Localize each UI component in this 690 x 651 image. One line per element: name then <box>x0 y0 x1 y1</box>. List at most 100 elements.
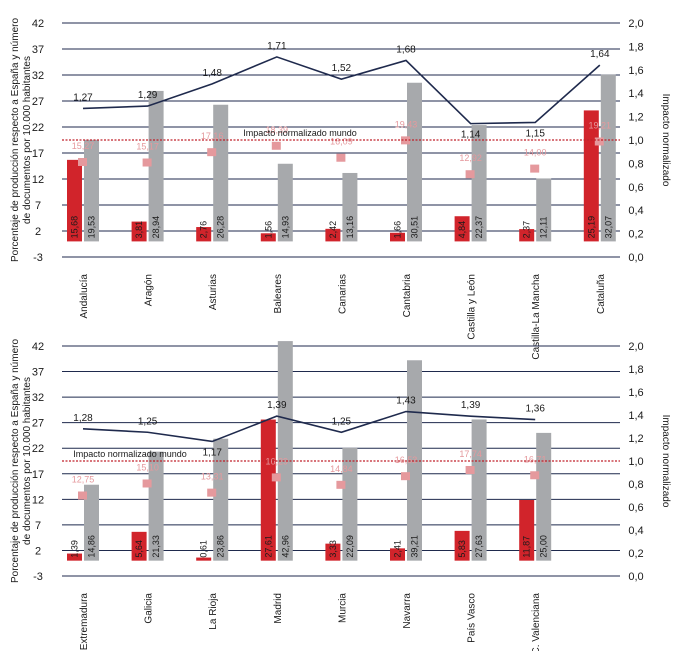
impact-marker <box>594 137 604 146</box>
impact-line-label: 1,64 <box>590 49 610 60</box>
impact-marker-label: 16,53 <box>395 455 418 465</box>
y-tick-label: 42 <box>32 341 44 353</box>
impact-line-label: 1,15 <box>525 128 545 139</box>
impact-line <box>82 410 536 443</box>
y-tick-label: -3 <box>33 252 43 264</box>
bar-documents <box>407 360 422 561</box>
y2-tick-label: 0,0 <box>628 571 643 583</box>
bar-documents <box>342 172 358 242</box>
impact-marker-label: 12,75 <box>72 475 95 485</box>
bar-production-label: 5,83 <box>457 540 467 558</box>
bar-documents <box>471 125 487 242</box>
bar-documents-label: 22,37 <box>474 216 484 239</box>
y-tick-label: 12 <box>32 174 44 186</box>
y2-tick-label: 1,4 <box>628 88 643 100</box>
bar-production <box>390 232 405 242</box>
category-label: Navarra <box>402 593 413 629</box>
bar-documents-label: 14,93 <box>280 216 290 239</box>
category-label: Extremadura <box>79 593 90 651</box>
bar-documents <box>277 163 293 242</box>
y2-tick-label: 1,0 <box>628 135 643 147</box>
y2-tick-label: 1,6 <box>628 65 643 77</box>
impact-marker-label: 16,09 <box>330 137 353 147</box>
impact-marker <box>336 153 346 162</box>
bar-documents <box>84 139 99 242</box>
bar-documents-label: 30,51 <box>410 216 420 239</box>
y-tick-label: 32 <box>32 392 44 404</box>
y-tick-label: 7 <box>35 200 41 212</box>
impact-line <box>82 56 601 125</box>
bar-production <box>260 419 276 561</box>
y2-tick-label: 0,8 <box>628 479 643 491</box>
y-tick-label: -3 <box>33 571 43 583</box>
bar-production-label: 2,42 <box>328 221 338 239</box>
reference-line-label: Impacto normalizado mundo <box>243 128 357 138</box>
bar-production <box>196 557 212 561</box>
bar-production <box>196 227 212 242</box>
y2-tick-label: 0,4 <box>628 205 643 217</box>
bar-documents <box>342 447 358 561</box>
y2-tick-label: 0,0 <box>628 252 643 264</box>
y-tick-label: 42 <box>32 18 44 30</box>
y-tick-label: 17 <box>32 148 44 160</box>
category-label: Castilla-La Mancha <box>531 274 542 360</box>
y-axis-title-line: de documentos por 10.000 habitantes <box>22 377 33 545</box>
bar-production-label: 2,41 <box>393 540 403 558</box>
category-label: Aragón <box>144 274 155 306</box>
bar-documents-label: 13,16 <box>345 216 355 239</box>
impact-marker <box>465 465 475 474</box>
y-tick-label: 32 <box>32 70 44 82</box>
bar-documents <box>600 74 616 242</box>
category-label: Asturias <box>208 274 219 310</box>
bar-production-label: 11,87 <box>522 536 532 558</box>
y-tick-label: 22 <box>32 443 44 455</box>
impact-line-label: 1,25 <box>332 416 352 427</box>
bar-production <box>67 553 82 561</box>
impact-marker-label: 16,71 <box>524 454 547 464</box>
bar-production-label: 3,33 <box>328 540 338 558</box>
category-label: Galicia <box>144 593 155 624</box>
y-axis-title: Porcentaje de producción respecto a Espa… <box>10 339 33 583</box>
impact-line-label: 1,29 <box>138 90 158 101</box>
bar-documents <box>148 451 164 561</box>
impact-marker-label: 15,27 <box>72 141 95 151</box>
impact-marker <box>530 471 540 480</box>
impact-marker-label: 15,10 <box>136 462 159 472</box>
bar-production-label: 2,76 <box>199 221 209 239</box>
category-label: Andalucía <box>79 274 90 319</box>
bar-documents-label: 23,86 <box>216 535 226 558</box>
y2-tick-label: 1,2 <box>628 112 643 124</box>
impact-line-label: 1,28 <box>73 413 93 424</box>
y2-axis-title: Impacto normalizado <box>660 94 671 187</box>
y2-tick-label: 0,2 <box>628 229 643 241</box>
bar-production <box>131 531 147 561</box>
y-axis-title-line: Porcentaje de producción respecto a Espa… <box>10 339 21 583</box>
impact-marker <box>465 170 475 179</box>
impact-line-label: 1,17 <box>202 447 222 458</box>
y-axis-title-line: Porcentaje de producción respecto a Espa… <box>10 18 21 262</box>
bar-documents <box>148 90 164 242</box>
bar-documents <box>213 104 229 242</box>
chart-1: -327121722273237420,00,20,40,60,81,01,21… <box>10 18 671 360</box>
bar-production <box>454 530 470 561</box>
bar-documents <box>536 432 552 561</box>
bar-documents <box>213 438 229 561</box>
impact-marker <box>207 148 217 157</box>
impact-marker-label: 12,92 <box>459 153 482 163</box>
impact-line-label: 1,27 <box>73 92 93 103</box>
category-label: La Rioja <box>208 593 219 630</box>
impact-marker-label: 17,16 <box>201 131 224 141</box>
impact-marker-label: 19,21 <box>589 121 612 131</box>
category-label: Murcia <box>337 593 348 623</box>
y-tick-label: 2 <box>35 545 41 557</box>
y2-axis-title: Impacto normalizado <box>660 415 671 508</box>
bar-documents-label: 28,94 <box>151 216 161 239</box>
bar-documents-label: 21,33 <box>151 535 161 558</box>
impact-marker-label: 17,74 <box>459 449 482 459</box>
impact-marker-label: 14,00 <box>524 148 547 158</box>
bar-production-label: 25,19 <box>586 216 596 239</box>
y2-tick-label: 2,0 <box>628 341 643 353</box>
y2-tick-label: 0,6 <box>628 182 643 194</box>
bar-documents-label: 25,00 <box>539 535 549 558</box>
